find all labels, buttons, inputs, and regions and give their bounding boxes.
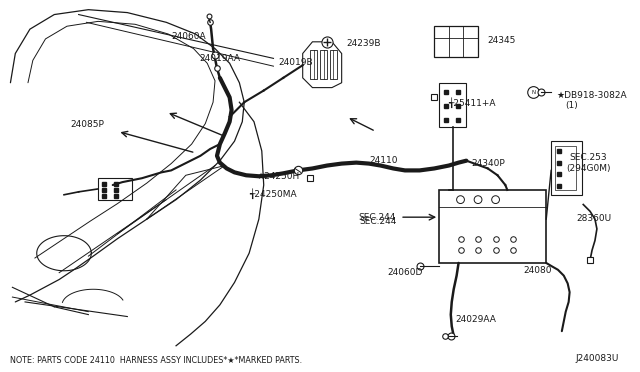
Bar xyxy=(555,146,577,190)
Text: ╅24250MA: ╅24250MA xyxy=(249,188,297,199)
Text: 24060D: 24060D xyxy=(387,268,423,277)
Text: SEC.253: SEC.253 xyxy=(570,153,607,162)
Text: 24080: 24080 xyxy=(523,266,552,275)
Text: 24239B: 24239B xyxy=(346,39,381,48)
Text: 24085P: 24085P xyxy=(71,120,105,129)
Text: 24110: 24110 xyxy=(369,156,397,165)
Bar xyxy=(98,178,132,200)
Circle shape xyxy=(492,196,499,203)
Bar xyxy=(551,141,582,195)
Text: 24340P: 24340P xyxy=(471,159,505,168)
Text: 24060A: 24060A xyxy=(171,32,206,41)
Bar xyxy=(434,26,478,57)
Text: NOTE: PARTS CODE 24110  HARNESS ASSY INCLUDES*★*MARKED PARTS.: NOTE: PARTS CODE 24110 HARNESS ASSY INCL… xyxy=(10,356,303,365)
Text: 24029AA: 24029AA xyxy=(456,315,497,324)
Text: SEC.244: SEC.244 xyxy=(359,217,397,226)
Text: J240083U: J240083U xyxy=(575,353,619,363)
Text: ★24250H: ★24250H xyxy=(256,172,299,182)
Circle shape xyxy=(474,196,482,203)
Bar xyxy=(320,49,327,79)
Text: 24019B: 24019B xyxy=(278,58,313,67)
Text: ★DB918-3082A: ★DB918-3082A xyxy=(556,90,627,100)
Bar xyxy=(439,190,547,263)
Bar xyxy=(439,83,467,126)
Text: 28360U: 28360U xyxy=(577,214,612,223)
Text: ╅25411+A: ╅25411+A xyxy=(448,97,495,108)
Text: 24345: 24345 xyxy=(488,36,516,45)
Text: SEC.244: SEC.244 xyxy=(358,213,396,222)
Text: (1): (1) xyxy=(566,101,579,110)
Bar xyxy=(310,49,317,79)
Polygon shape xyxy=(303,42,342,88)
Circle shape xyxy=(528,87,540,98)
Bar xyxy=(330,49,337,79)
Text: (294G0M): (294G0M) xyxy=(566,164,611,173)
Circle shape xyxy=(456,196,465,203)
Text: 24019AA: 24019AA xyxy=(200,54,241,62)
Text: N: N xyxy=(531,90,536,95)
